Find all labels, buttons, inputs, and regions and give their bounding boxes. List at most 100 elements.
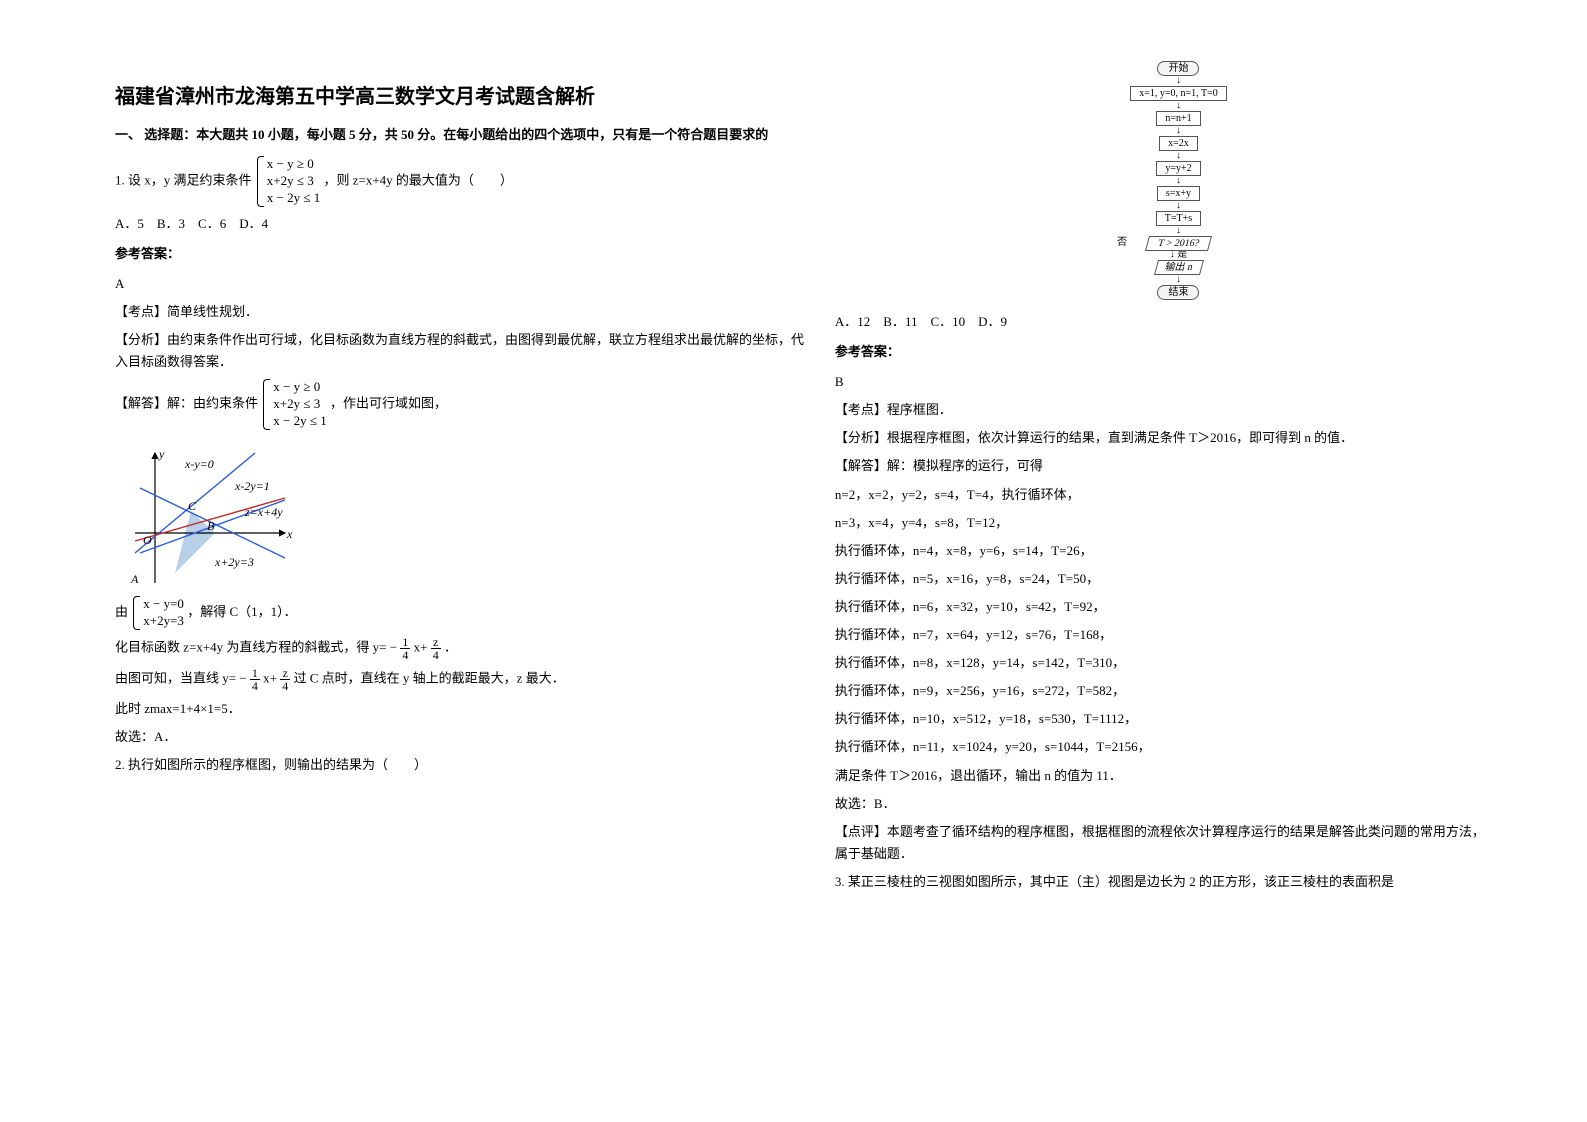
q2-flowchart: 开始 ↓ x=1, y=0, n=1, T=0 ↓ n=n+1 ↓ x=2x ↓… [865, 60, 1492, 301]
q1-stem-suffix: ，则 z=x+4y 的最大值为（ ） [323, 172, 512, 187]
q1-line4: 故选：A． [115, 726, 805, 748]
arrow-icon: ↓ [865, 152, 1492, 160]
q2-kd: 【考点】程序框图． [835, 399, 1492, 421]
q2-step: 执行循环体，n=10，x=512，y=18，s=530，T=1112， [835, 708, 1492, 730]
arrow-icon: ↓ [865, 276, 1492, 284]
q2-step: n=2，x=2，y=2，s=4，T=4，执行循环体， [835, 484, 1492, 506]
svg-text:z=x+4y: z=x+4y [244, 505, 283, 519]
q2-ans-label: 参考答案： [835, 341, 1492, 363]
q1-s2: x+2y=3 [143, 613, 184, 628]
q1-options: A．5 B．3 C．6 D．4 [115, 213, 805, 235]
right-column: 开始 ↓ x=1, y=0, n=1, T=0 ↓ n=n+1 ↓ x=2x ↓… [820, 60, 1507, 1082]
q1-c1: x − y ≥ 0 [267, 156, 314, 171]
svg-text:x-2y=1: x-2y=1 [234, 479, 270, 493]
q2-steps: n=2，x=2，y=2，s=4，T=4，执行循环体， n=3，x=4，y=4，s=… [835, 484, 1492, 759]
q3-stem-a: 3. 某正三棱柱的三视图如图所示，其中正（主）视图是边长为 [835, 874, 1186, 889]
flow-out: 输出 n [1154, 260, 1204, 275]
q1-line1a: 化目标函数 z=x+4y 为直线方程的斜截式，得 y= − [115, 639, 397, 654]
q2-step: n=3，x=4，y=4，s=8，T=12， [835, 512, 1492, 534]
q2-tail1: 满足条件 T＞2016，退出循环，输出 n 的值为 11． [835, 765, 1492, 787]
q2-step: 执行循环体，n=11，x=1024，y=20，s=1044，T=2156， [835, 736, 1492, 758]
q1-fx: 【分析】由约束条件作出可行域，化目标函数为直线方程的斜截式，由图得到最优解，联立… [115, 329, 805, 373]
arrow-icon: ↓ [865, 102, 1492, 110]
arrow-icon: ↓ [865, 177, 1492, 185]
q1-constraints-2: x − y ≥ 0 x+2y ≤ 3 x − 2y ≤ 1 [261, 379, 326, 430]
q2-stem: 2. 执行如图所示的程序框图，则输出的结果为（ ） [115, 754, 805, 776]
flow-no: 否 [1117, 237, 1127, 248]
q2-fx: 【分析】根据程序框图，依次计算运行的结果，直到满足条件 T＞2016，即可得到 … [835, 427, 1492, 449]
q1-solve-suffix: ，解得 C（1，1）． [187, 604, 296, 619]
q1-line2c: 过 C 点时，直线在 y 轴上的截距最大，z 最大． [294, 670, 565, 685]
q1-line3: 此时 zmax=1+4×1=5． [115, 698, 805, 720]
q1-stem: 1. 设 x，y 满足约束条件 x − y ≥ 0 x+2y ≤ 3 x − 2… [115, 156, 805, 207]
flow-start: 开始 [1157, 61, 1199, 76]
flow-b5: T=T+s [1156, 211, 1201, 226]
q1-c3: x − 2y ≤ 1 [267, 190, 320, 205]
q1-stem-prefix: 1. 设 x，y 满足约束条件 [115, 172, 252, 187]
q1-c2: x+2y ≤ 3 [267, 173, 314, 188]
arrow-icon: ↓ 是 [865, 251, 1492, 259]
title: 福建省漳州市龙海第五中学高三数学文月考试题含解析 [115, 80, 805, 109]
svg-text:x+2y=3: x+2y=3 [214, 555, 254, 569]
q1-solve: 由 x − y=0 x+2y=3 ，解得 C（1，1）． [115, 596, 805, 630]
arrow-icon: ↓ [865, 227, 1492, 235]
flow-cond-wrap: 否 T > 2016? [1147, 235, 1210, 251]
arrow-icon: ↓ [865, 77, 1492, 85]
frac-z-4: z4 [431, 636, 441, 661]
frac-1-4b: 14 [250, 667, 260, 692]
q1-constraints: x − y ≥ 0 x+2y ≤ 3 x − 2y ≤ 1 [255, 156, 320, 207]
q2-step: 执行循环体，n=6，x=32，y=10，s=42，T=92， [835, 596, 1492, 618]
arrow-icon: ↓ [865, 202, 1492, 210]
flow-b2: x=2x [1159, 136, 1198, 151]
q2-jd-head: 【解答】解：模拟程序的运行，可得 [835, 455, 1492, 477]
q3-num: 2 [1189, 874, 1196, 889]
q1-jd-suffix: ，作出可行域如图， [330, 396, 447, 411]
q2-step: 执行循环体，n=7，x=64，y=12，s=76，T=168， [835, 624, 1492, 646]
q1-line2: 由图可知，当直线 y= − 14 x+ z4 过 C 点时，直线在 y 轴上的截… [115, 667, 805, 692]
q1-jd: 【解答】解：由约束条件 x − y ≥ 0 x+2y ≤ 3 x − 2y ≤ … [115, 379, 805, 430]
svg-text:C: C [188, 499, 197, 513]
frac-1-4: 14 [400, 636, 410, 661]
q2-ans: B [835, 371, 1492, 393]
q1-ans-label: 参考答案： [115, 243, 805, 265]
q1-ans: A [115, 273, 805, 295]
svg-text:x: x [286, 527, 293, 541]
q2-tail2: 故选：B． [835, 793, 1492, 815]
flow-end: 结束 [1157, 285, 1199, 300]
svg-text:O: O [143, 533, 152, 547]
q1-jd-prefix: 【解答】解：由约束条件 [115, 396, 258, 411]
q1-c3b: x − 2y ≤ 1 [273, 413, 326, 428]
svg-text:y: y [158, 447, 165, 461]
flow-b3: y=y+2 [1156, 161, 1200, 176]
section1-head: 一、 选择题：本大题共 10 小题，每小题 5 分，共 50 分。在每小题给出的… [115, 124, 805, 146]
q1-solve-prefix: 由 [115, 604, 128, 619]
q2-step: 执行循环体，n=9，x=256，y=16，s=272，T=582， [835, 680, 1492, 702]
q1-line1: 化目标函数 z=x+4y 为直线方程的斜截式，得 y= − 14 x+ z4 ． [115, 636, 805, 661]
q1-line2a: 由图可知，当直线 y= − [115, 670, 247, 685]
q2-options: A．12 B．11 C．10 D．9 [835, 311, 1492, 333]
flow-cond: T > 2016? [1145, 236, 1212, 251]
q2-step: 执行循环体，n=5，x=16，y=8，s=24，T=50， [835, 568, 1492, 590]
q2-dp: 【点评】本题考查了循环结构的程序框图，根据框图的流程依次计算程序运行的结果是解答… [835, 821, 1492, 865]
left-column: 福建省漳州市龙海第五中学高三数学文月考试题含解析 一、 选择题：本大题共 10 … [100, 60, 820, 1082]
q1-graph: y x O x-y=0 x-2y=1 z=x+4y x+2y=3 C B A [115, 438, 805, 588]
page: 福建省漳州市龙海第五中学高三数学文月考试题含解析 一、 选择题：本大题共 10 … [0, 0, 1587, 1122]
q1-kd: 【考点】简单线性规划． [115, 301, 805, 323]
q3-stem: 3. 某正三棱柱的三视图如图所示，其中正（主）视图是边长为 2 的正方形，该正三… [835, 871, 1492, 893]
arrow-icon: ↓ [865, 127, 1492, 135]
q1-c2b: x+2y ≤ 3 [273, 396, 320, 411]
flow-init: x=1, y=0, n=1, T=0 [1130, 86, 1227, 101]
svg-text:A: A [130, 572, 139, 586]
frac-z-4b: z4 [280, 667, 290, 692]
flow-b4: s=x+y [1157, 186, 1200, 201]
q1-c1b: x − y ≥ 0 [273, 379, 320, 394]
q2-step: 执行循环体，n=8，x=128，y=14，s=142，T=310， [835, 652, 1492, 674]
q1-line1c: ． [444, 639, 457, 654]
q1-line1b: x+ [414, 639, 428, 654]
svg-text:x-y=0: x-y=0 [184, 457, 214, 471]
q1-solve-sys: x − y=0 x+2y=3 [131, 596, 184, 630]
q1-line2b: x+ [263, 670, 277, 685]
q1-s1: x − y=0 [143, 596, 184, 611]
svg-text:B: B [207, 519, 215, 533]
flow-b1: n=n+1 [1156, 111, 1200, 126]
